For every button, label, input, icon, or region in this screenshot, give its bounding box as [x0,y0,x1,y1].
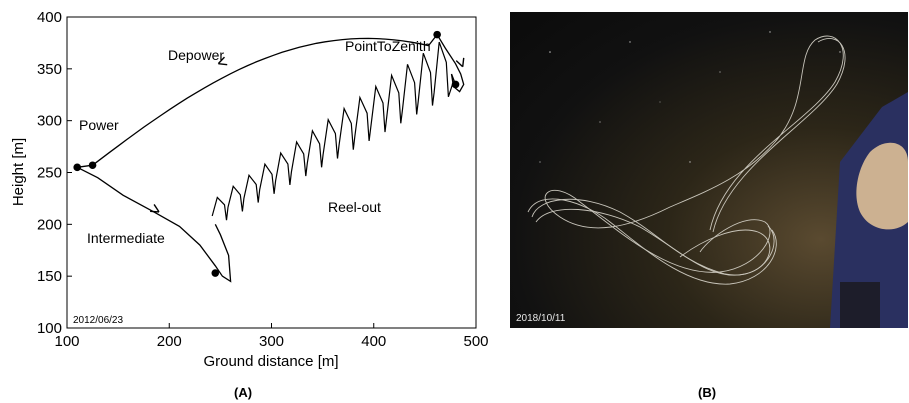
x-tick-label: 200 [157,333,182,350]
kite-logo-shape [856,142,908,230]
phase-label-pointtozenith: PointToZenith [345,38,431,54]
pointtozenith-path [436,34,465,93]
y-tick-label: 250 [37,165,62,182]
photo-trail-drawing [527,31,908,328]
y-tick-label: 200 [37,216,62,233]
phase-transition-point [88,161,97,170]
panel-label-b: (B) [698,385,717,400]
x-tick-label: 500 [463,333,488,350]
panel-label-a: (A) [234,385,253,400]
phase-transition-point [451,80,460,89]
y-tick-label: 300 [37,113,62,130]
stars [539,31,841,163]
x-tick-label: 400 [361,333,386,350]
intermediate-arrow [150,204,160,213]
y-tick-label: 150 [37,268,62,285]
phase-label-power: Power [79,117,119,133]
x-tick-label: 100 [54,333,79,350]
depower-path [92,34,438,166]
chart-date-stamp: 2012/06/23 [73,315,123,326]
kite-light-trails [527,35,846,285]
kite-night-photo: 2018/10/11 [510,12,908,328]
x-tick-label: 300 [259,333,284,350]
phase-transition-point [73,163,82,172]
phase-label-intermediate: Intermediate [87,230,165,246]
y-axis-label: Height [m] [10,138,27,206]
x-axis-label: Ground distance [m] [203,353,338,370]
photo-date-stamp: 2018/10/11 [516,313,566,324]
phase-label-depower: Depower [168,47,224,63]
ground-building [840,282,880,328]
y-tick-label: 350 [37,61,62,78]
reel-out-path [211,41,455,221]
phase-transition-point [433,30,441,39]
phase-label-reel-out: Reel-out [328,199,381,215]
depower-arrow [217,56,228,66]
intermediate-path [76,166,232,283]
y-tick-label: 100 [37,320,62,337]
pointtozenith-arrow [455,57,465,68]
y-tick-label: 400 [37,9,62,26]
phase-transition-point [211,269,220,277]
plot-frame [66,16,477,329]
